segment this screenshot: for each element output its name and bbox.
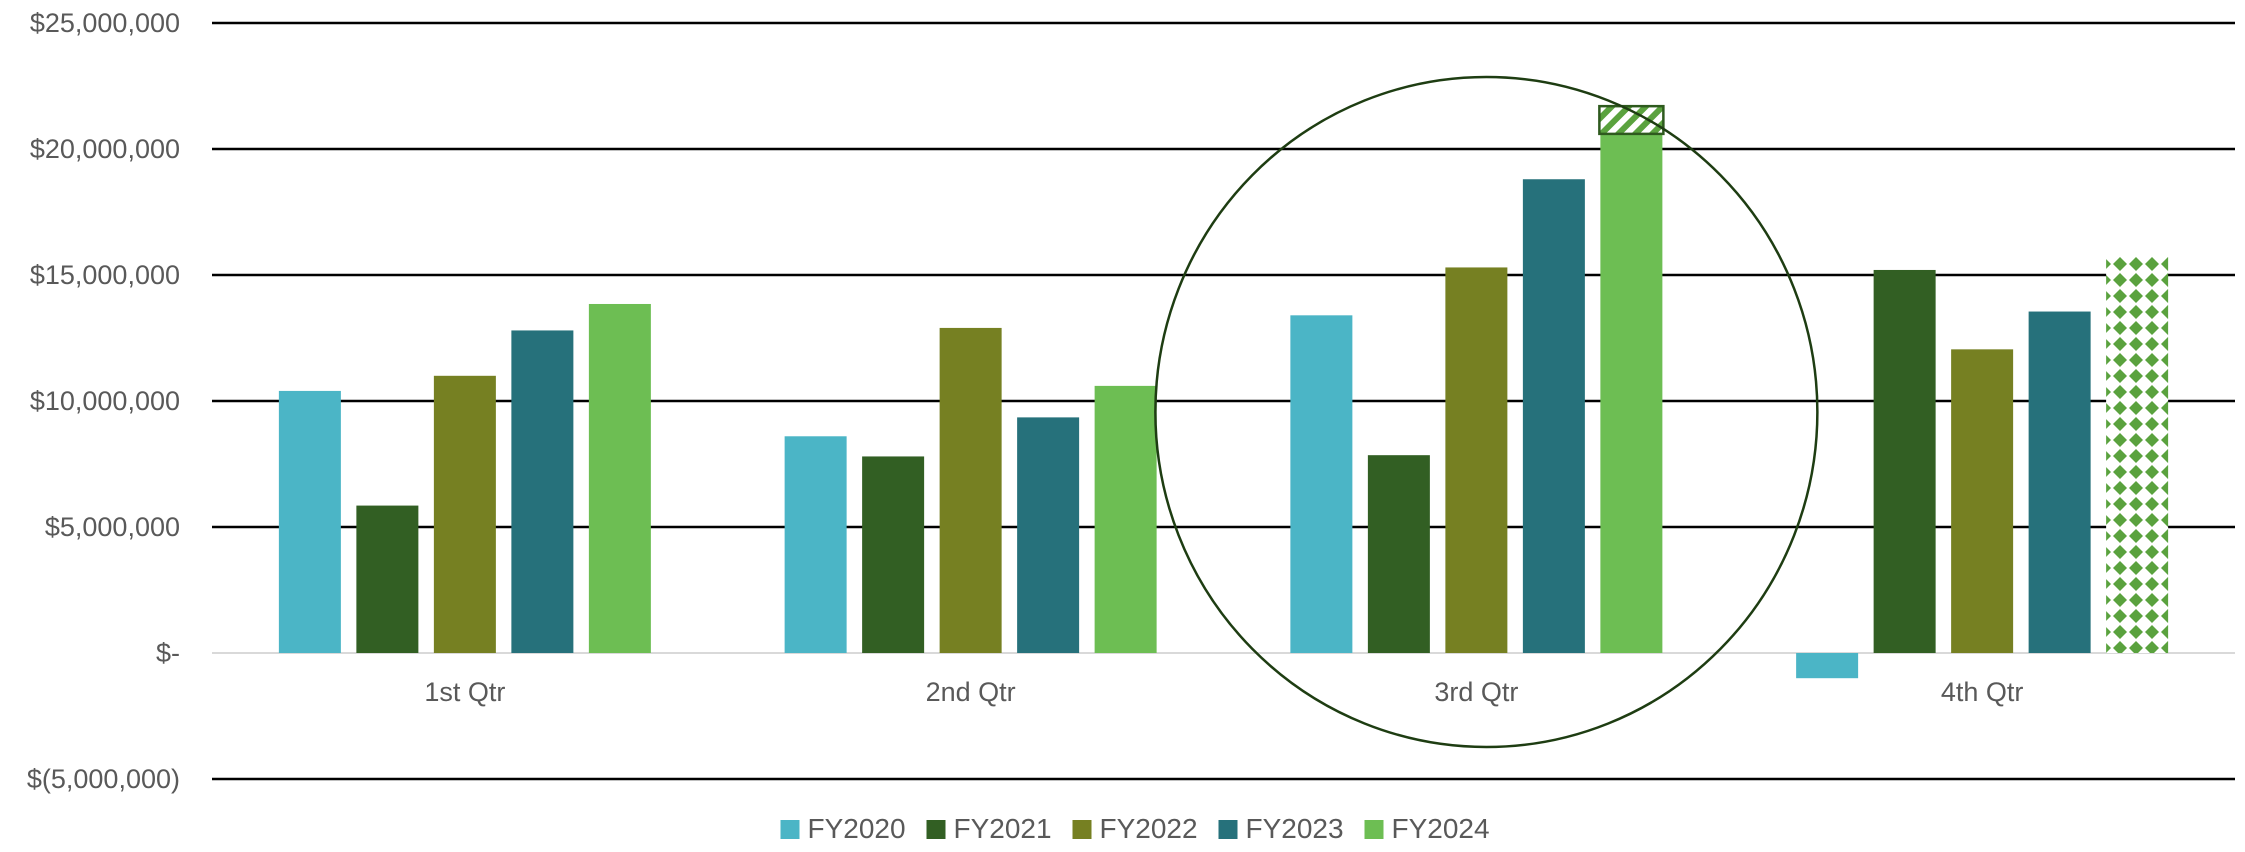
bar-fy2024-1st-qtr: [588, 303, 651, 653]
legend-label-fy2024: FY2024: [1392, 813, 1490, 844]
category-label-1st-qtr: 1st Qtr: [424, 677, 505, 707]
category-label-3rd-qtr: 3rd Qtr: [1434, 677, 1518, 707]
y-tick-label: $(5,000,000): [27, 764, 180, 794]
bar-fy2021-3rd-qtr: [1367, 455, 1430, 653]
bar-fy2021-4th-qtr: [1873, 269, 1936, 653]
bar-fy2022-2nd-qtr: [939, 327, 1002, 653]
bar-fy2021-1st-qtr: [356, 505, 419, 653]
bar-fy2020-3rd-qtr: [1290, 315, 1353, 653]
legend-label-fy2022: FY2022: [1100, 813, 1198, 844]
legend-label-fy2021: FY2021: [954, 813, 1052, 844]
bar-fy2021-2nd-qtr: [862, 456, 925, 653]
legend-swatch-fy2024: [1364, 820, 1384, 839]
y-tick-label: $5,000,000: [45, 512, 180, 542]
category-label-4th-qtr: 4th Qtr: [1941, 677, 2024, 707]
bar-fy2020-2nd-qtr: [784, 436, 847, 653]
y-tick-label: $10,000,000: [30, 386, 180, 416]
legend-swatch-fy2020: [780, 820, 800, 839]
highlight-circle: [1154, 75, 1819, 749]
legend-label-fy2020: FY2020: [808, 813, 906, 844]
bar-fy2022-1st-qtr: [433, 375, 496, 653]
y-tick-label: $15,000,000: [30, 260, 180, 290]
bar-fy2023-4th-qtr: [2028, 311, 2091, 653]
bar-fy2022-3rd-qtr: [1445, 267, 1508, 653]
bar-fy2023-3rd-qtr: [1522, 179, 1585, 654]
legend-swatch-fy2022: [1072, 820, 1092, 839]
bar-fy2020-4th-qtr: [1796, 653, 1859, 679]
y-tick-label: $25,000,000: [30, 8, 180, 38]
y-axis-tick-labels: $25,000,000 $20,000,000 $15,000,000 $10,000…: [27, 8, 180, 794]
bar-fy2023-2nd-qtr: [1017, 417, 1080, 653]
bar-fy2024-2nd-qtr: [1094, 385, 1157, 653]
y-tick-label: $20,000,000: [30, 134, 180, 164]
category-label-2nd-qtr: 2nd Qtr: [926, 677, 1016, 707]
legend: FY2020 FY2021 FY2022 FY2023 FY2024: [780, 813, 1490, 844]
legend-label-fy2023: FY2023: [1246, 813, 1344, 844]
bar-fy2022-4th-qtr: [1951, 349, 2014, 653]
y-tick-label: $-: [156, 638, 180, 668]
bar-fy2020-1st-qtr: [278, 390, 341, 653]
bar-fy2023-1st-qtr: [511, 330, 574, 653]
x-axis-category-labels: 1st Qtr 2nd Qtr 3rd Qtr 4th Qtr: [424, 677, 2023, 707]
bars: [278, 133, 2169, 679]
bar-fy2024-4th-qtr: [2106, 256, 2169, 653]
annotations: [1154, 75, 1819, 749]
legend-swatch-fy2023: [1218, 820, 1238, 839]
bar-fy2024-3rd-qtr: [1600, 133, 1663, 653]
legend-swatch-fy2021: [926, 820, 946, 839]
